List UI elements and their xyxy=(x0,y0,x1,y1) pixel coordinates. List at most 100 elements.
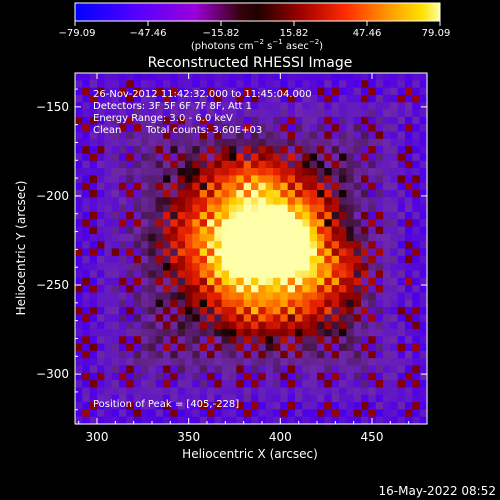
heatmap-cell xyxy=(302,182,311,191)
heatmap-cell xyxy=(75,233,83,242)
heatmap-cell xyxy=(170,182,179,191)
heatmap-cell xyxy=(339,73,347,81)
heatmap-cell xyxy=(309,394,318,403)
heatmap-cell xyxy=(258,197,267,206)
heatmap-cell xyxy=(368,131,377,140)
heatmap-cell xyxy=(119,299,127,308)
heatmap-cell xyxy=(97,336,105,345)
heatmap-cell xyxy=(265,131,274,140)
heatmap-cell xyxy=(331,146,340,155)
heatmap-cell xyxy=(287,190,296,198)
heatmap-cell xyxy=(368,182,377,191)
heatmap-cell xyxy=(104,292,113,301)
heatmap-cell xyxy=(207,350,215,359)
heatmap-cell xyxy=(412,241,421,250)
heatmap-cell xyxy=(390,380,399,389)
heatmap-cell xyxy=(419,314,428,323)
heatmap-cell xyxy=(133,358,142,367)
heatmap-cell xyxy=(141,416,149,425)
heatmap-cell xyxy=(97,372,105,381)
heatmap-cell xyxy=(251,328,259,337)
heatmap-cell xyxy=(236,116,245,125)
heatmap-cell xyxy=(97,285,105,293)
heatmap-cell xyxy=(111,255,120,264)
heatmap-cell xyxy=(375,394,384,403)
heatmap-cell xyxy=(155,204,164,213)
heatmap-cell xyxy=(170,190,179,198)
heatmap-cell xyxy=(214,358,223,367)
heatmap-cell xyxy=(273,321,281,330)
heatmap-cell xyxy=(331,204,340,213)
heatmap-cell xyxy=(133,336,142,345)
heatmap-cell xyxy=(273,131,281,140)
heatmap-cell xyxy=(317,131,325,140)
heatmap-cell xyxy=(243,350,252,359)
heatmap-cell xyxy=(309,182,318,191)
heatmap-cell xyxy=(412,168,421,176)
heatmap-cell xyxy=(412,146,421,155)
heatmap-cell xyxy=(229,241,237,250)
heatmap-cell xyxy=(148,358,157,367)
heatmap-cell xyxy=(339,307,347,315)
heatmap-cell xyxy=(251,153,259,162)
heatmap-cell xyxy=(412,277,421,286)
heatmap-cell xyxy=(302,160,311,169)
heatmap-cell xyxy=(346,138,355,147)
heatmap-cell xyxy=(199,372,208,381)
heatmap-cell xyxy=(309,94,318,103)
heatmap-cell xyxy=(207,153,215,162)
heatmap-cell xyxy=(199,153,208,162)
heatmap-cell xyxy=(412,109,421,118)
heatmap-cell xyxy=(170,299,179,308)
heatmap-cell xyxy=(390,160,399,169)
heatmap-cell xyxy=(390,372,399,381)
heatmap-cell xyxy=(390,175,399,184)
heatmap-cell xyxy=(177,277,186,286)
heatmap-cell xyxy=(148,336,157,345)
heatmap-cell xyxy=(155,248,164,257)
heatmap-cell xyxy=(353,182,362,191)
heatmap-cell xyxy=(207,168,215,176)
heatmap-cell xyxy=(317,197,325,206)
heatmap-cell xyxy=(412,328,421,337)
heatmap-cell xyxy=(163,109,171,118)
colorbar-unit-label: (photons cm−2 s−1 asec−2) xyxy=(191,38,323,52)
heatmap-cell xyxy=(273,285,281,293)
heatmap-cell xyxy=(317,365,325,374)
heatmap-cell xyxy=(265,328,274,337)
heatmap-cell xyxy=(177,197,186,206)
heatmap-cell xyxy=(397,380,406,389)
heatmap-cell xyxy=(375,160,384,169)
heatmap-cell xyxy=(82,314,91,323)
heatmap-cell xyxy=(221,190,230,198)
colorbar-tick-label: −15.82 xyxy=(202,28,239,39)
heatmap-cell xyxy=(243,416,252,425)
heatmap-cell xyxy=(273,233,281,242)
heatmap-cell xyxy=(368,153,377,162)
heatmap-cell xyxy=(214,182,223,191)
heatmap-cell xyxy=(141,387,149,396)
heatmap-cell xyxy=(397,270,406,279)
heatmap-cell xyxy=(390,226,399,235)
heatmap-cell xyxy=(177,219,186,228)
heatmap-cell xyxy=(89,328,98,337)
heatmap-cell xyxy=(302,226,311,235)
heatmap-cell xyxy=(302,336,311,345)
heatmap-cell xyxy=(111,299,120,308)
heatmap-cell xyxy=(280,336,289,345)
heatmap-cell xyxy=(412,372,421,381)
heatmap-cell xyxy=(265,182,274,191)
heatmap-cell xyxy=(192,343,201,352)
heatmap-cell xyxy=(317,416,325,425)
heatmap-cell xyxy=(199,380,208,389)
heatmap-cell xyxy=(361,292,369,301)
heatmap-cell xyxy=(82,255,91,264)
heatmap-cell xyxy=(258,299,267,308)
heatmap-cell xyxy=(243,299,252,308)
heatmap-cell xyxy=(273,197,281,206)
heatmap-cell xyxy=(229,292,237,301)
heatmap-cell xyxy=(192,160,201,169)
heatmap-cell xyxy=(302,80,311,89)
heatmap-cell xyxy=(273,328,281,337)
heatmap-cell xyxy=(75,168,83,176)
